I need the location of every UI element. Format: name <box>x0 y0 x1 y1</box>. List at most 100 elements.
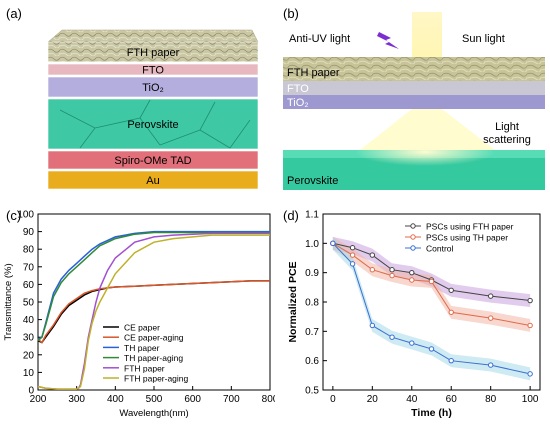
data-point <box>369 322 376 329</box>
y-axis-label: Transmittance (%) <box>3 263 14 340</box>
y-tick-label: 50 <box>23 298 35 309</box>
light-label: Light <box>495 121 519 133</box>
grain-boundary <box>229 119 251 149</box>
x-tick-label: 500 <box>146 394 163 405</box>
y-tick-label: 20 <box>23 350 35 361</box>
panel-b: (b) <box>275 0 550 200</box>
scattering-diagram: Anti-UV light Sun light FTH paper FTO Ti… <box>283 12 545 190</box>
fth-paper-label: FTH paper <box>287 67 340 79</box>
legend-entry: FTH paper <box>124 363 165 373</box>
y-tick-label: 1.1 <box>305 210 319 221</box>
legend-entry: TH paper <box>124 343 160 353</box>
x-tick-label: 40 <box>406 394 418 405</box>
layer-top-face <box>47 29 259 43</box>
y-tick-label: 60 <box>23 280 35 291</box>
legend-entry: CE paper <box>124 323 160 333</box>
data-point <box>409 269 415 276</box>
y-tick-label: 1.0 <box>305 239 319 250</box>
sun-beam <box>412 12 442 60</box>
error-band <box>332 236 531 307</box>
fth-paper-layer <box>283 57 545 81</box>
layer-label: FTO <box>142 65 164 77</box>
data-point <box>487 293 494 299</box>
fto-layer <box>283 81 545 95</box>
y-tick-label: 0.9 <box>305 268 319 279</box>
y-tick-label: 80 <box>23 245 35 256</box>
grain-boundary <box>59 109 96 129</box>
data-point <box>428 346 435 352</box>
data-point <box>527 371 533 377</box>
grain-boundary <box>94 117 141 129</box>
data-point <box>369 252 376 258</box>
series-line <box>37 280 270 344</box>
layer-block <box>47 63 259 76</box>
x-axis-label: Wavelength(nm) <box>119 408 188 419</box>
x-axis-label: Time (h) <box>411 407 452 419</box>
x-tick-label: 300 <box>68 394 85 405</box>
x-tick-label: 800 <box>262 394 275 405</box>
y-tick-label: 100 <box>17 210 34 221</box>
legend-entry: Control <box>426 244 454 254</box>
legend-marker <box>410 234 416 240</box>
panel-d-label: (d) <box>283 208 299 223</box>
scattering-label: scattering <box>483 134 531 146</box>
legend-marker <box>410 223 416 229</box>
legend-entry: FTH paper-aging <box>124 374 189 384</box>
legend-entry: CE paper-aging <box>124 333 184 343</box>
legend-marker <box>410 245 416 251</box>
y-tick-label: 0 <box>28 386 34 397</box>
series-line <box>37 234 270 390</box>
panel-b-label: (b) <box>283 6 299 21</box>
panel-c-label: (c) <box>6 208 22 223</box>
tio2-layer <box>283 95 545 109</box>
layer-label: TiO₂ <box>142 82 164 94</box>
data-point <box>448 357 454 364</box>
grain-boundary <box>199 129 231 149</box>
data-point <box>369 267 376 273</box>
panel-d: (d) 0 20 40 60 80 100 0.5 0.6 0.7 0.8 0.9 1.0 1.1 Tim… <box>275 204 550 429</box>
panel-a: (a) FTH paper FTO TiO₂ Perovskite Spiro-OMe … <box>0 0 275 200</box>
panel-c: (c) 200 300 400 500 600 700 800 0 10 20 30 40 50 60 70… <box>0 204 275 429</box>
light-glow <box>355 138 495 166</box>
y-tick-label: 70 <box>23 262 35 273</box>
perovskite-label: Perovskite <box>287 175 338 187</box>
y-tick-label: 0.5 <box>305 386 319 397</box>
grain-boundary <box>199 101 216 131</box>
x-tick-label: 20 <box>367 394 379 405</box>
x-tick-label: 200 <box>30 394 47 405</box>
grain-boundary <box>159 129 201 146</box>
legend-entry: PSCs using FTH paper <box>426 222 514 232</box>
normalized-pce-chart: 0 20 40 60 80 100 0.5 0.6 0.7 0.8 0.9 1.0 1.1 Time (h… <box>287 210 541 419</box>
series-line <box>37 230 270 340</box>
y-tick-label: 0.7 <box>305 327 319 338</box>
y-tick-label: 30 <box>23 333 35 344</box>
layer-block <box>47 41 259 63</box>
layer-label: Au <box>146 175 159 187</box>
data-point <box>389 334 395 340</box>
y-tick-label: 0.6 <box>305 356 319 367</box>
data-point <box>487 362 494 368</box>
anti-uv-label: Anti-UV light <box>289 33 350 45</box>
x-tick-label: 80 <box>485 394 497 405</box>
tio2-label: TiO₂ <box>287 97 309 109</box>
layer-label: Perovskite <box>127 119 178 131</box>
grain-boundary <box>139 117 161 146</box>
data-point <box>409 340 415 346</box>
data-point <box>527 322 533 329</box>
data-point <box>448 309 454 315</box>
panel-a-label: (a) <box>6 6 22 21</box>
y-tick-label: 0.8 <box>305 298 319 309</box>
y-tick-label: 10 <box>23 368 35 379</box>
uv-bolt-icon <box>377 32 399 49</box>
data-point <box>448 287 454 293</box>
x-tick-label: 600 <box>184 394 201 405</box>
legend-entry: PSCs using TH paper <box>426 233 508 243</box>
x-tick-label: 60 <box>446 394 458 405</box>
grain-boundary <box>139 99 151 119</box>
data-point <box>527 297 533 304</box>
x-tick-label: 0 <box>330 394 336 405</box>
fto-label: FTO <box>287 83 309 95</box>
data-point <box>389 267 395 273</box>
error-band <box>332 236 531 332</box>
data-point <box>349 245 356 251</box>
